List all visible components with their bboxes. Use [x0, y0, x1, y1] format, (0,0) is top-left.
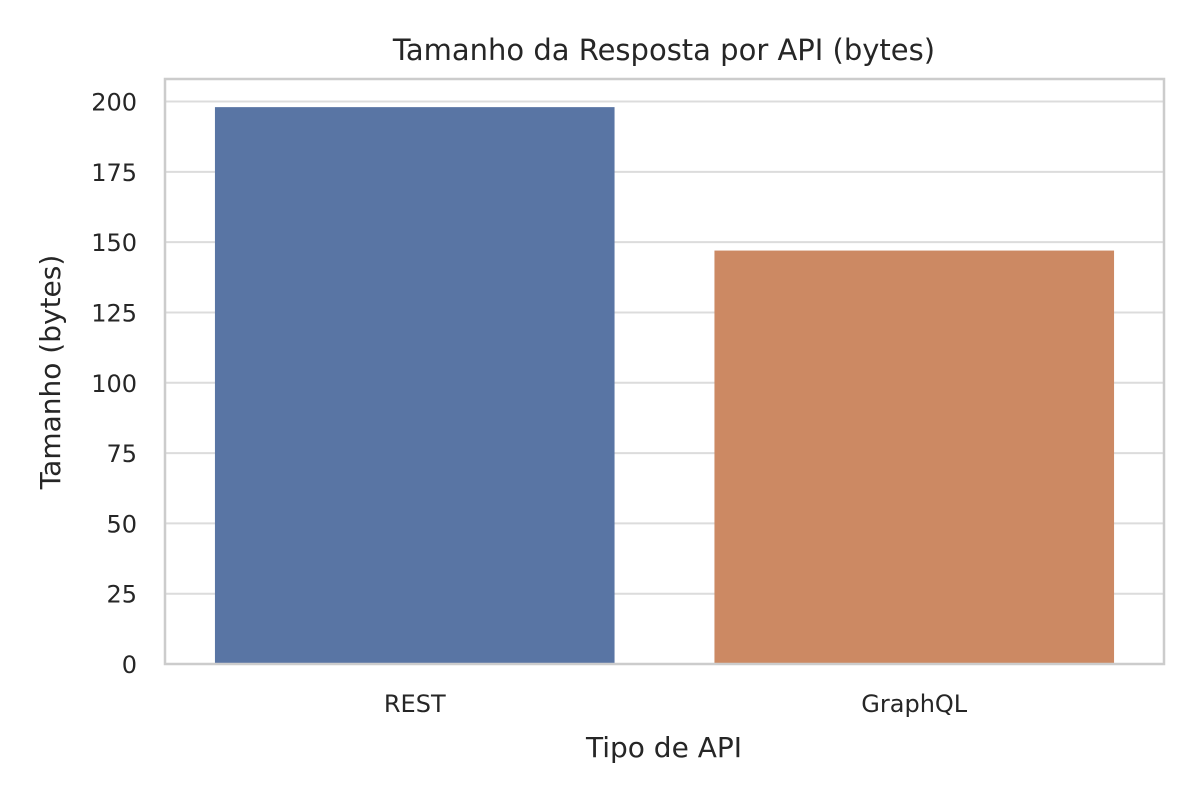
y-tick-label: 75	[106, 440, 137, 468]
y-tick-label: 175	[91, 159, 137, 187]
x-tick-label: REST	[384, 690, 446, 718]
x-axis-label: Tipo de API	[585, 731, 742, 764]
y-tick-label: 125	[91, 299, 137, 327]
x-tick-labels: REST GraphQL	[384, 690, 968, 718]
y-tick-label: 200	[91, 89, 137, 117]
y-axis-label: Tamanho (bytes)	[34, 255, 67, 491]
bar-graphql	[714, 250, 1115, 664]
y-tick-label: 50	[106, 510, 137, 538]
bars	[214, 107, 1115, 664]
chart-title: Tamanho da Resposta por API (bytes)	[392, 33, 935, 67]
y-tick-label: 25	[106, 581, 137, 609]
y-tick-label: 0	[122, 651, 137, 679]
plot-frame	[163, 77, 1166, 666]
x-tick-label: GraphQL	[861, 690, 968, 718]
y-tick-labels: 0 25 50 75 100 125 150 175 200	[91, 89, 137, 680]
y-tick-label: 150	[91, 229, 137, 257]
y-tick-label: 100	[91, 370, 137, 398]
bar-rest	[214, 107, 615, 664]
